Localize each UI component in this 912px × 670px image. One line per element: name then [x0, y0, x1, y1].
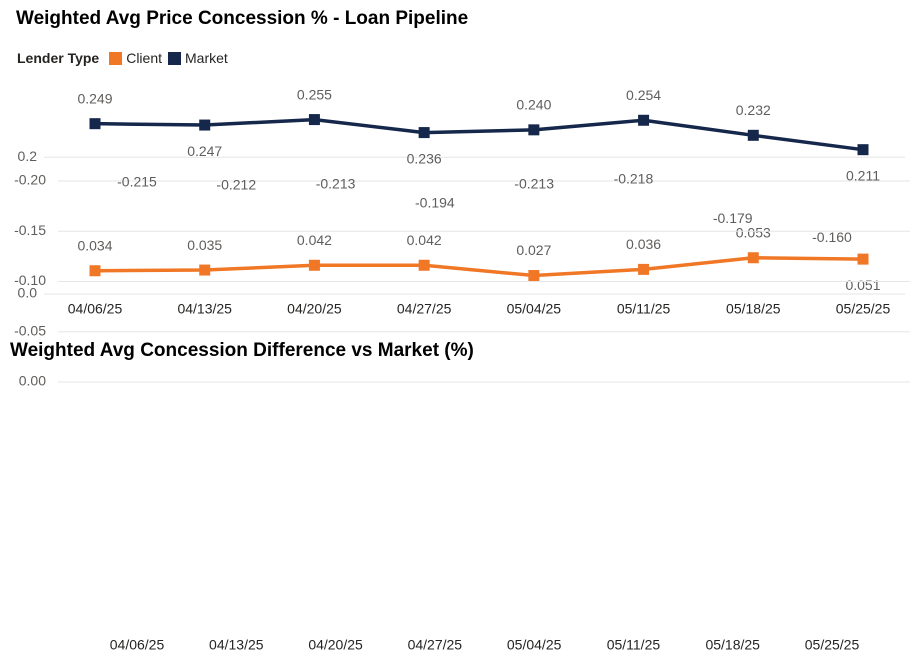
bar-x-tick-label: 05/04/25 — [507, 637, 562, 653]
data-label-market: 0.254 — [626, 87, 661, 103]
data-label-client: 0.036 — [626, 236, 661, 252]
data-point-client[interactable] — [308, 259, 320, 271]
bar-y-tick-label: 0.00 — [19, 373, 46, 389]
line-x-tick-label: 05/04/25 — [507, 301, 562, 317]
bar-chart-title: Weighted Avg Concession Difference vs Ma… — [10, 340, 474, 361]
data-label-market: 0.249 — [77, 90, 112, 106]
data-label-market: 0.236 — [407, 150, 442, 166]
data-label-client: 0.027 — [516, 242, 551, 258]
legend-item-client[interactable]: Client — [109, 50, 162, 66]
data-point-market[interactable] — [638, 114, 650, 126]
bar-x-tick-label: 05/25/25 — [805, 637, 860, 653]
line-x-tick-label: 04/13/25 — [177, 301, 232, 317]
bar-x-tick-label: 04/27/25 — [408, 637, 463, 653]
data-label-market: 0.240 — [516, 97, 551, 113]
legend-label-client: Client — [126, 50, 162, 66]
legend-swatch-client — [109, 51, 123, 65]
bar-data-label: -0.213 — [514, 176, 554, 192]
data-label-market: 0.211 — [846, 167, 880, 183]
bar-x-tick-label: 04/20/25 — [308, 637, 363, 653]
legend: Lender Type Client Market — [17, 50, 234, 66]
data-label-client: 0.035 — [187, 237, 222, 253]
line-x-tick-label: 05/11/25 — [617, 301, 671, 317]
bar-data-label: -0.212 — [216, 177, 256, 193]
data-point-client[interactable] — [747, 252, 759, 264]
line-y-tick-label: 0.0 — [18, 285, 38, 301]
bar-y-tick-label: -0.05 — [14, 322, 46, 338]
data-point-market[interactable] — [528, 124, 540, 136]
bar-x-tick-label: 05/11/25 — [607, 637, 661, 653]
data-label-market: 0.247 — [187, 143, 222, 159]
data-point-client[interactable] — [638, 263, 650, 275]
bar-data-label: -0.218 — [614, 171, 654, 187]
data-point-client[interactable] — [418, 259, 430, 271]
bar-x-tick-label: 05/18/25 — [705, 637, 760, 653]
bar-y-tick-label: -0.20 — [14, 172, 46, 188]
data-point-market[interactable] — [857, 144, 869, 156]
line-x-tick-label: 04/06/25 — [68, 301, 123, 317]
data-point-client[interactable] — [857, 253, 869, 265]
line-y-tick-label: 0.2 — [18, 148, 38, 164]
data-label-client: 0.053 — [736, 224, 771, 240]
legend-title: Lender Type — [17, 50, 100, 66]
bar-y-tick-label: -0.10 — [14, 272, 46, 288]
data-label-market: 0.255 — [297, 86, 332, 102]
bar-y-tick-label: -0.15 — [14, 222, 46, 238]
bar-x-tick-label: 04/06/25 — [110, 637, 165, 653]
bar-data-label: -0.160 — [812, 229, 852, 245]
data-point-market[interactable] — [199, 119, 211, 131]
data-point-market[interactable] — [308, 114, 320, 126]
data-point-client[interactable] — [199, 264, 211, 276]
series-line-client — [94, 255, 864, 278]
bar-data-label: -0.194 — [415, 195, 455, 211]
data-point-market[interactable] — [418, 127, 430, 139]
line-x-tick-label: 04/27/25 — [397, 301, 452, 317]
bar-data-label: -0.215 — [117, 174, 157, 190]
bar-data-label: -0.179 — [713, 210, 753, 226]
data-label-client: 0.042 — [297, 232, 332, 248]
data-label-client: 0.051 — [845, 277, 880, 293]
line-x-tick-label: 05/18/25 — [726, 301, 781, 317]
data-point-client[interactable] — [89, 265, 101, 277]
series-line-market — [94, 117, 864, 152]
data-label-market: 0.232 — [736, 102, 771, 118]
legend-item-market[interactable]: Market — [168, 50, 228, 66]
line-x-tick-label: 04/20/25 — [287, 301, 342, 317]
data-point-market[interactable] — [747, 129, 759, 141]
legend-swatch-market — [168, 51, 181, 65]
line-chart-title: Weighted Avg Price Concession % - Loan P… — [16, 8, 469, 29]
data-label-client: 0.042 — [407, 232, 442, 248]
data-point-client[interactable] — [528, 270, 540, 282]
data-point-market[interactable] — [89, 118, 101, 130]
bar-data-label: -0.213 — [316, 176, 356, 192]
line-x-tick-label: 05/25/25 — [836, 301, 891, 317]
bar-x-tick-label: 04/13/25 — [209, 637, 264, 653]
data-label-client: 0.034 — [77, 237, 112, 253]
legend-label-market: Market — [185, 50, 228, 66]
